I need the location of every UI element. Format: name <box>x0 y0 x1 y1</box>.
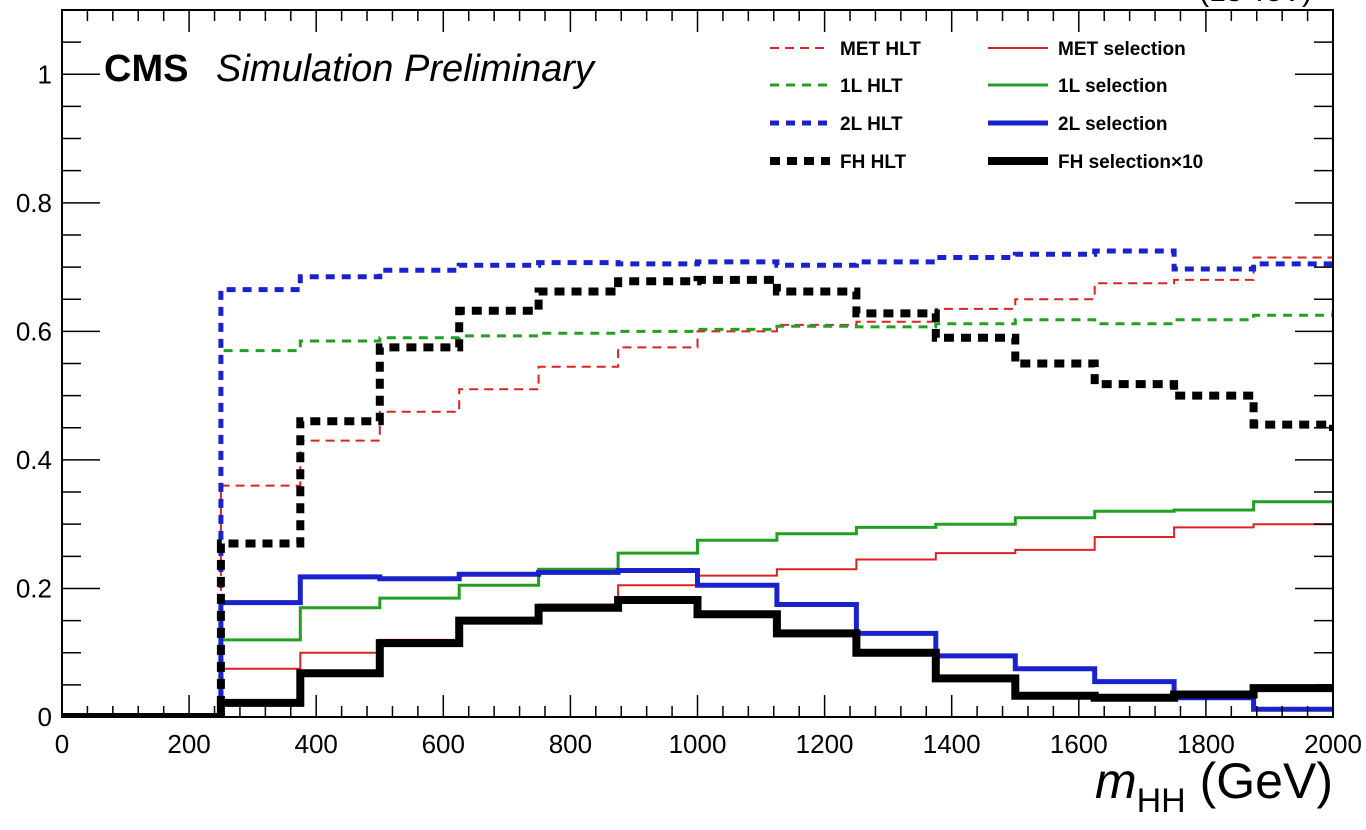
series-1l-hlt <box>62 310 1333 717</box>
x-tick-label: 400 <box>295 729 338 759</box>
series-fh-hlt <box>62 275 1333 717</box>
x-axis-title: mHH (GeV) <box>1095 753 1333 820</box>
x-tick-label: 1800 <box>1177 729 1235 759</box>
svg-text:mHH (GeV): mHH (GeV) <box>1095 753 1333 820</box>
y-tick-label: 0.6 <box>16 316 52 346</box>
legend-label: MET selection <box>1058 39 1186 60</box>
series-met-hlt <box>62 254 1333 717</box>
y-tick-label: 0.4 <box>16 445 52 475</box>
x-axis-symbol: m <box>1095 753 1137 809</box>
legend-entry: 1L selection <box>988 76 1167 97</box>
x-tick-label: 1400 <box>923 729 981 759</box>
legend-entry: 1L HLT <box>770 76 903 97</box>
x-tick-label: 200 <box>167 729 210 759</box>
x-axis: 0 200 400 600 800 1000 1200 1400 1600 1800 2000 <box>55 10 1362 759</box>
legend-entry: 2L selection <box>988 114 1167 135</box>
legend-label: 2L HLT <box>840 114 903 135</box>
legend-entry: MET selection <box>988 39 1186 60</box>
x-axis-subscript: HH <box>1137 782 1186 820</box>
legend-label: 2L selection <box>1058 114 1167 135</box>
top-right-label: (13 TeV) <box>1199 0 1312 8</box>
x-tick-label: 1600 <box>1050 729 1108 759</box>
header-label: CMS Simulation Preliminary <box>104 48 596 90</box>
x-tick-label: 2000 <box>1304 729 1362 759</box>
x-tick-label: 1200 <box>796 729 854 759</box>
header-brand: CMS <box>104 48 188 90</box>
series-met-selection <box>62 517 1333 717</box>
legend-entry: 2L HLT <box>770 114 903 135</box>
legend-label: FH selection×10 <box>1058 152 1203 173</box>
legend-label: MET HLT <box>840 39 921 60</box>
legend-label: FH HLT <box>840 152 907 173</box>
legend-entry: MET HLT <box>770 39 921 60</box>
legend-entry: FH HLT <box>770 152 907 173</box>
x-tick-label: 1000 <box>669 729 727 759</box>
y-tick-label: 1 <box>38 59 52 89</box>
legend: MET HLT MET selection 1L HLT 1L selection 2L… <box>770 39 1203 173</box>
x-tick-label: 0 <box>55 729 69 759</box>
y-tick-label: 0.2 <box>16 573 52 603</box>
x-tick-label: 800 <box>549 729 592 759</box>
y-axis: 0 0.2 0.4 0.6 0.8 1 <box>16 9 1333 732</box>
series-fh-selection-10 <box>62 596 1333 717</box>
legend-entry: FH selection×10 <box>988 152 1203 173</box>
header-status: Simulation Preliminary <box>216 48 596 90</box>
legend-label: 1L HLT <box>840 76 903 97</box>
series-2l-selection <box>62 568 1333 717</box>
x-axis-unit: (GeV) <box>1200 753 1333 809</box>
x-axis-unit-spacer <box>1186 753 1200 809</box>
y-tick-label: 0 <box>38 702 52 732</box>
legend-label: 1L selection <box>1058 76 1167 97</box>
plot-area <box>62 248 1333 717</box>
x-tick-label: 600 <box>422 729 465 759</box>
series-1l-selection <box>62 499 1333 717</box>
series-2l-hlt <box>62 248 1333 717</box>
y-tick-label: 0.8 <box>16 188 52 218</box>
